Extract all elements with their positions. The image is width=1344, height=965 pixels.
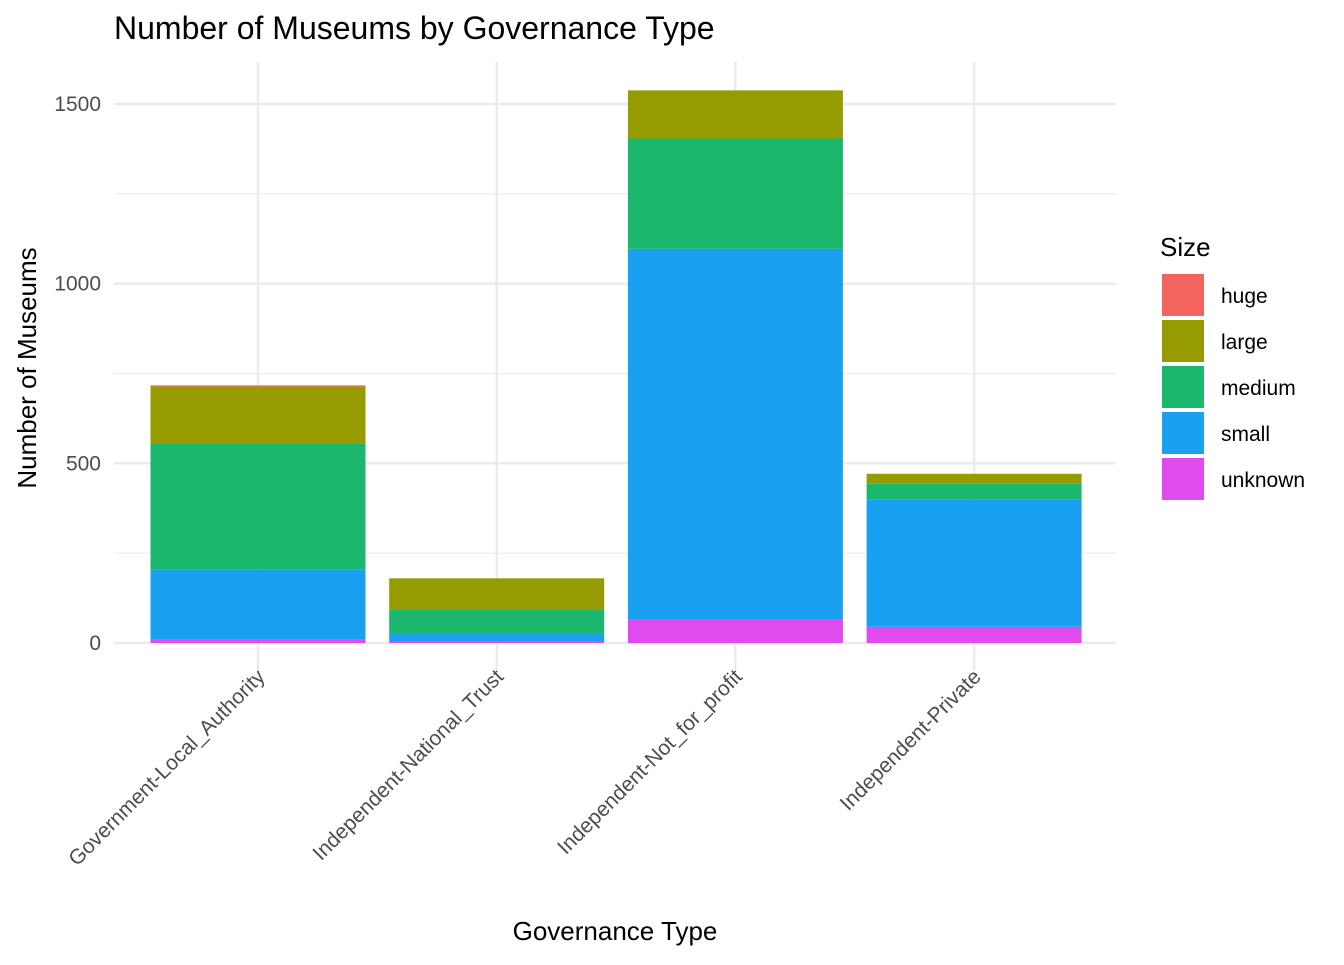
bar-segment-unknown xyxy=(627,619,843,643)
bar-segment-medium xyxy=(389,609,605,633)
bar-segment-unknown xyxy=(866,626,1082,643)
legend-key-large xyxy=(1162,320,1204,362)
bar-segment-medium xyxy=(627,138,843,249)
legend: Size huge large medium small unknown xyxy=(1160,232,1305,500)
legend-label-small: small xyxy=(1221,423,1270,446)
x-axis-label: Governance Type xyxy=(513,916,718,946)
x-tick-label: Independent-Private xyxy=(836,665,986,815)
y-axis-ticks: 0 500 1000 1500 xyxy=(54,93,101,655)
chart-title: Number of Museums by Governance Type xyxy=(114,10,715,46)
bar-segment-small xyxy=(627,248,843,620)
y-tick-label: 500 xyxy=(66,452,101,475)
x-tick-label: Independent-Not_for_profit xyxy=(553,665,747,859)
legend-label-unknown: unknown xyxy=(1221,469,1305,492)
bar-segment-large xyxy=(150,386,366,444)
bar-segment-small xyxy=(150,569,366,640)
x-tick-label: Government-Local_Authority xyxy=(64,665,270,871)
legend-label-medium: medium xyxy=(1221,377,1296,400)
y-tick-label: 1500 xyxy=(54,93,101,116)
bar-segment-small xyxy=(866,499,1082,627)
bar-segment-huge xyxy=(150,385,366,387)
legend-key-small xyxy=(1162,412,1204,454)
legend-items: huge large medium small unknown xyxy=(1162,274,1305,500)
bar-segment-unknown xyxy=(389,641,605,643)
legend-title: Size xyxy=(1160,232,1211,262)
bar-segment-unknown xyxy=(150,639,366,643)
y-tick-label: 1000 xyxy=(54,273,101,296)
legend-key-huge xyxy=(1162,274,1204,316)
legend-key-unknown xyxy=(1162,458,1204,500)
bar-segment-large xyxy=(627,90,843,139)
legend-key-medium xyxy=(1162,366,1204,408)
x-axis-ticks: Government-Local_Authority Independent-Na… xyxy=(64,665,985,871)
bar-segment-small xyxy=(389,632,605,642)
bar-segment-large xyxy=(389,578,605,610)
bar-segment-large xyxy=(866,473,1082,484)
x-tick-label: Independent-National_Trust xyxy=(308,665,508,865)
bar-segment-medium xyxy=(866,483,1082,500)
legend-label-large: large xyxy=(1221,331,1268,354)
legend-label-huge: huge xyxy=(1221,285,1268,308)
y-tick-label: 0 xyxy=(89,632,101,655)
bars xyxy=(150,90,1082,643)
y-axis-label: Number of Museums xyxy=(12,247,42,488)
bar-segment-medium xyxy=(150,443,366,570)
